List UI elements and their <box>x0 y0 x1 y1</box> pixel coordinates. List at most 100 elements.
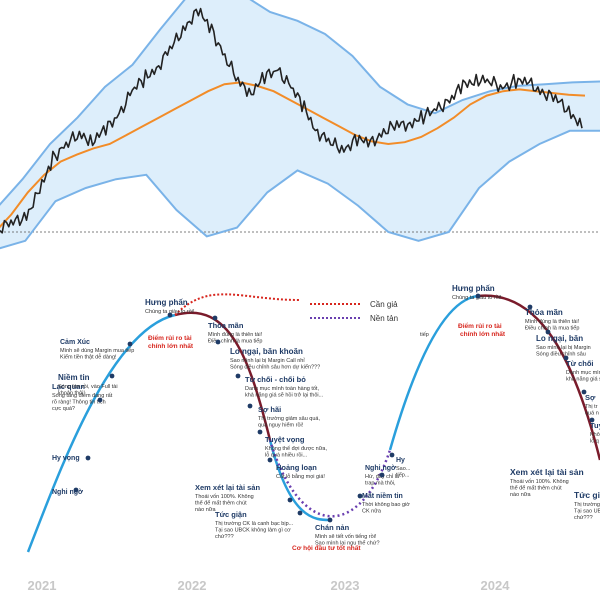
stage-marker <box>527 304 533 310</box>
legend-label: Cần giả <box>370 300 398 309</box>
stage-description: trap mà thôi, <box>365 481 396 487</box>
stage-description: Không thể đợi được nữa, <box>265 445 327 452</box>
stage-description: Điều chỉnh là mua tiếp <box>208 338 262 345</box>
stage-label: Xem xét lại tài sản <box>510 467 584 477</box>
stage-label: Sợ <box>585 393 596 402</box>
stage-description: lỗ q <box>590 438 599 445</box>
stage-description: Thời không bao giờ <box>362 502 410 508</box>
stage-label: Thỏa mãn <box>208 321 244 330</box>
stage-description: Mình đúng là thiên tài! <box>208 332 263 338</box>
risk-note: chính lớn nhất <box>148 342 194 350</box>
stage-description: Sao mình lại ngu thế chứ? <box>315 541 380 547</box>
stage-marker <box>109 373 115 379</box>
stage-label: Sợ hãi <box>258 405 281 414</box>
stage-label: Thỏa mãn <box>525 308 563 317</box>
cycle-rise-line <box>26 313 176 553</box>
stage-description: chứ??? <box>215 534 234 540</box>
stage-label: Tức giậ <box>574 490 600 500</box>
stage-label: Từ chối - chối bỏ <box>245 375 306 384</box>
stage-description: Sao mình lại bị Margin Call nhỉ <box>230 357 305 364</box>
stage-marker <box>127 341 133 347</box>
stage-marker <box>257 429 263 435</box>
stage-description: nào nữa <box>195 507 216 513</box>
stage-description: nào nữa <box>510 492 531 498</box>
stage-marker <box>327 517 333 523</box>
stage-marker <box>297 510 303 516</box>
stage-description: khả năng giá sẽ <box>566 377 600 383</box>
moving-average-line <box>0 81 586 229</box>
x-axis: 2021 2022 2023 2024 <box>28 578 511 593</box>
stage-description: Danh mục mình toàn hàng tốt, <box>245 386 319 392</box>
stage-description: Kiếm tiền thật dễ dàng! <box>60 354 117 361</box>
stage-label: Xem xét lại tài sản <box>195 483 260 492</box>
stage-marker <box>85 455 91 461</box>
stage-description: Tại sao UBCK không làm gì cơ <box>215 528 291 534</box>
stage-label: Lo ngại, băn <box>536 334 583 343</box>
stage-description: CK nữa <box>362 509 382 515</box>
stage-description: rõ ràng! Thông tin tích <box>52 400 106 406</box>
stage-label: Từ chối <box>566 359 594 368</box>
stage-label: Hy vọng <box>52 455 80 462</box>
stage-description: Thị trường giảm sâu quá, <box>258 416 320 422</box>
stage-marker <box>97 397 103 403</box>
stage-label: Niềm tin <box>58 373 90 382</box>
stage-marker <box>357 493 363 499</box>
stage-label: Lo ngại, băn khoăn <box>230 347 303 356</box>
risk-note: chính lớn nhất <box>460 330 506 338</box>
stage-marker <box>545 329 551 335</box>
stage-label: Hy <box>396 457 405 464</box>
stage-marker <box>267 457 273 463</box>
stage-marker <box>475 293 481 299</box>
stage-marker <box>235 373 241 379</box>
stage-label: Chán nản <box>315 523 350 532</box>
stage-description: Sóng điều chỉnh sâu <box>536 351 586 358</box>
lower-band-line <box>0 129 600 250</box>
stage-label: Hoảng loạn <box>276 463 317 472</box>
stage-description: Danh mục mình <box>566 370 600 376</box>
stage-description: tiếp... <box>396 473 410 479</box>
stage-marker <box>167 312 173 318</box>
stage-description: thể để mất thêm chút <box>510 485 562 492</box>
x-tick-label: 2021 <box>28 578 57 593</box>
cycle-bottom-line <box>268 439 331 522</box>
stage-description: lỗ quá nhiều rồi... <box>265 452 308 459</box>
stage-description: Thoái vốn 100%. Không <box>510 479 569 485</box>
x-tick-label: 2024 <box>481 578 511 593</box>
band-fill <box>0 0 600 249</box>
opportunity-note: Cơ hội đầu tư tốt nhất <box>292 543 361 552</box>
stage-label: Cảm Xúc <box>60 339 90 346</box>
stage-marker <box>215 339 221 345</box>
legend: Cần giả Nền tản <box>310 300 398 323</box>
stage-description: tiếp <box>420 332 429 338</box>
stage-description: chứ??? <box>574 515 593 521</box>
cycle-fall-line <box>174 311 272 441</box>
stage-marker <box>589 417 595 423</box>
x-tick-label: 2023 <box>331 578 360 593</box>
stage-marker <box>247 403 253 409</box>
stage-description: Sóng lớn rồi, vào Full tài <box>58 384 118 390</box>
stage-description: quá n <box>585 411 599 417</box>
stage-marker <box>581 389 587 395</box>
stage-label: Mất niềm tin <box>362 491 403 500</box>
risk-note: Điểm rủi ro tài <box>148 334 192 342</box>
stage-marker <box>379 472 385 478</box>
stage-description: Điều chỉnh là mua tiếp <box>525 325 579 332</box>
stage-description: Thị trường CK là canh bạc <box>574 502 600 508</box>
stage-description: Thoái vốn 100%. Không <box>195 494 254 500</box>
stage-marker <box>287 497 293 503</box>
stage-description: quá nguy hiểm rồi! <box>258 422 304 429</box>
stage-description: Sao mình lại bị Margin <box>536 345 591 351</box>
stage-marker <box>389 452 395 458</box>
bollinger-band-layer <box>0 0 600 249</box>
stage-label: Hưng phấn <box>452 284 495 293</box>
cycle-rise-line-2 <box>388 294 479 451</box>
stage-description: Thị trường CK là canh bạc bịp... <box>215 521 294 527</box>
stage-marker <box>563 355 569 361</box>
stage-description: cực quá? <box>52 406 75 412</box>
stage-label: Tuy <box>590 421 600 430</box>
stage-label: Nghi ngờ <box>52 489 83 496</box>
stage-description: khả năng giá sẽ hồi trở lại thôi... <box>245 392 324 399</box>
stage-description: thể để mất thêm chút <box>195 500 247 507</box>
cycle-fall-line-2 <box>477 294 600 461</box>
